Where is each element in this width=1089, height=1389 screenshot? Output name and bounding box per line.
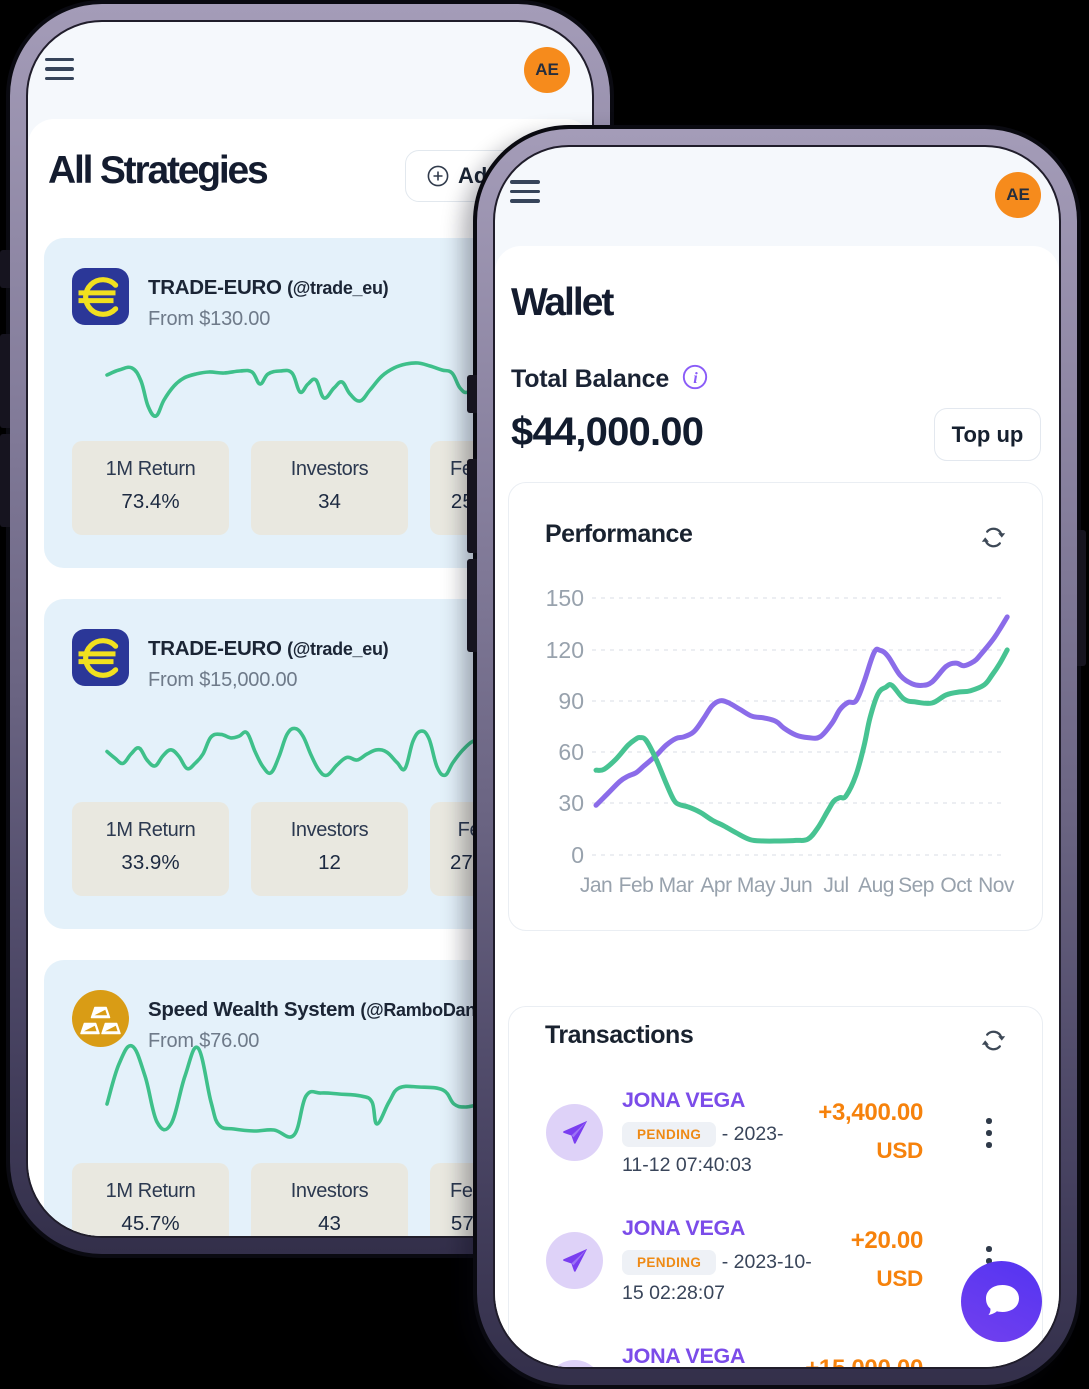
svg-text:Jul: Jul bbox=[823, 874, 848, 897]
svg-text:0: 0 bbox=[571, 842, 584, 868]
svg-text:May: May bbox=[737, 874, 776, 897]
svg-text:i: i bbox=[693, 370, 698, 387]
svg-text:Mar: Mar bbox=[659, 874, 694, 897]
svg-text:Sep: Sep bbox=[898, 874, 934, 897]
svg-text:Jun: Jun bbox=[780, 874, 812, 897]
svg-text:Oct: Oct bbox=[940, 874, 972, 897]
svg-text:120: 120 bbox=[546, 637, 584, 663]
svg-text:60: 60 bbox=[558, 739, 584, 765]
svg-text:30: 30 bbox=[558, 790, 584, 816]
svg-text:150: 150 bbox=[546, 585, 584, 611]
svg-text:Jan: Jan bbox=[580, 874, 612, 897]
svg-text:Nov: Nov bbox=[978, 874, 1015, 897]
svg-text:Aug: Aug bbox=[858, 874, 894, 897]
svg-text:Feb: Feb bbox=[619, 874, 654, 897]
svg-text:90: 90 bbox=[558, 688, 584, 714]
svg-text:Apr: Apr bbox=[700, 874, 732, 897]
